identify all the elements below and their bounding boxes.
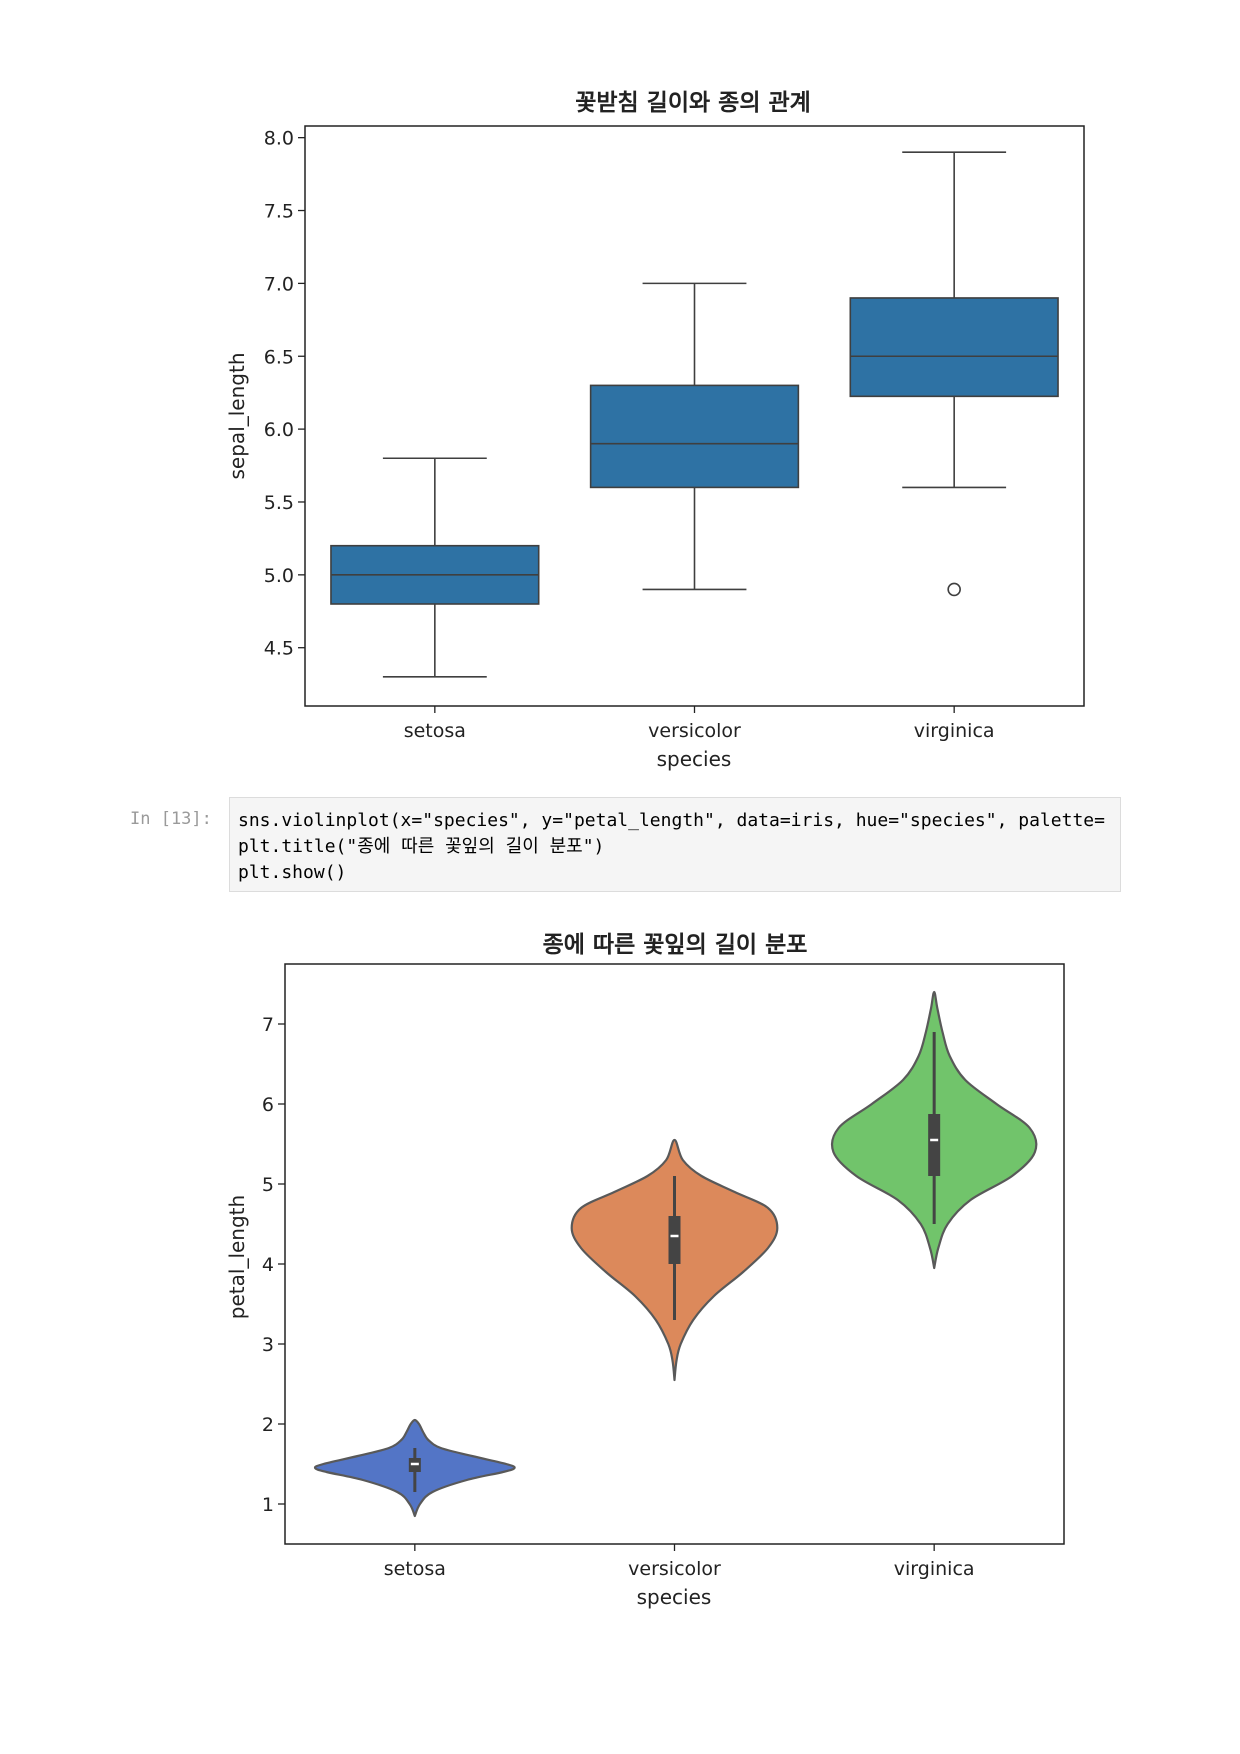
outlier-point: [947, 582, 961, 597]
chart-title: 종에 따른 꽃잎의 길이 분포: [543, 932, 808, 958]
x-tick-label: versicolor: [648, 720, 741, 742]
x-axis: setosa versicolor virginica: [384, 1544, 975, 1580]
y-tick-label: 7: [262, 1014, 274, 1036]
iqr-box: [589, 384, 800, 489]
x-tick-label: virginica: [894, 1558, 975, 1580]
code-line-1: sns.violinplot(x="species", y="petal_len…: [238, 810, 1105, 831]
iqr-box: [849, 297, 1059, 398]
y-tick-label: 6.5: [264, 346, 294, 368]
x-tick-label: setosa: [384, 1558, 446, 1580]
cell-prompt: In [13]:: [130, 809, 212, 829]
code-cell: In [13]: sns.violinplot(x="species", y="…: [0, 797, 1240, 897]
code-line-3: plt.show(): [238, 862, 347, 883]
violin-virginica: [830, 990, 1038, 1270]
code-line-2: plt.title("종에 따른 꽃잎의 길이 분포"): [238, 836, 605, 857]
x-tick-label: setosa: [404, 720, 466, 742]
iqr-bar: [668, 1216, 681, 1264]
y-tick-label: 2: [262, 1414, 274, 1436]
x-axis-label: species: [637, 1585, 712, 1609]
sepal-length-box-chart: 꽃받침 길이와 종의 관계 4.5 5.0 5.5 6.0 6.5 7.0 7.5 8.0 s…: [225, 90, 1085, 771]
y-tick-label: 7.5: [264, 201, 294, 223]
y-axis: 4.5 5.0 5.5 6.0 6.5 7.0 7.5 8.0: [264, 128, 305, 660]
x-tick-label: virginica: [914, 720, 995, 742]
y-axis-label: petal_length: [225, 1195, 249, 1319]
box-versicolor: [589, 282, 800, 591]
y-tick-label: 5: [262, 1174, 274, 1196]
y-tick-label: 6.0: [264, 419, 294, 441]
y-axis-label: sepal_length: [225, 353, 249, 480]
y-tick-label: 7.0: [264, 273, 294, 295]
x-axis: setosa versicolor virginica: [404, 706, 995, 742]
y-tick-label: 3: [262, 1334, 274, 1356]
plot-frame: [284, 963, 1065, 1545]
box-virginica: [849, 151, 1059, 597]
violin-setosa: [313, 1418, 516, 1518]
x-axis-label: species: [657, 747, 732, 771]
y-tick-label: 5.5: [264, 492, 294, 514]
y-axis: 1 2 3 4 5 6 7: [262, 1014, 285, 1516]
chart-title: 꽃받침 길이와 종의 관계: [575, 90, 811, 116]
y-tick-label: 1: [262, 1494, 274, 1516]
violin-versicolor: [570, 1138, 779, 1382]
iqr-bar: [928, 1114, 941, 1176]
y-tick-label: 5.0: [264, 565, 294, 587]
y-tick-label: 8.0: [264, 128, 294, 150]
plot-area: [330, 151, 1059, 678]
y-tick-label: 6: [262, 1094, 274, 1116]
plot-area: [313, 990, 1038, 1518]
box-setosa: [330, 457, 540, 678]
y-tick-label: 4.5: [264, 638, 294, 660]
code-editor[interactable]: sns.violinplot(x="species", y="petal_len…: [229, 797, 1121, 892]
y-tick-label: 4: [262, 1254, 274, 1276]
plot-frame: [304, 125, 1085, 707]
x-tick-label: versicolor: [628, 1558, 721, 1580]
